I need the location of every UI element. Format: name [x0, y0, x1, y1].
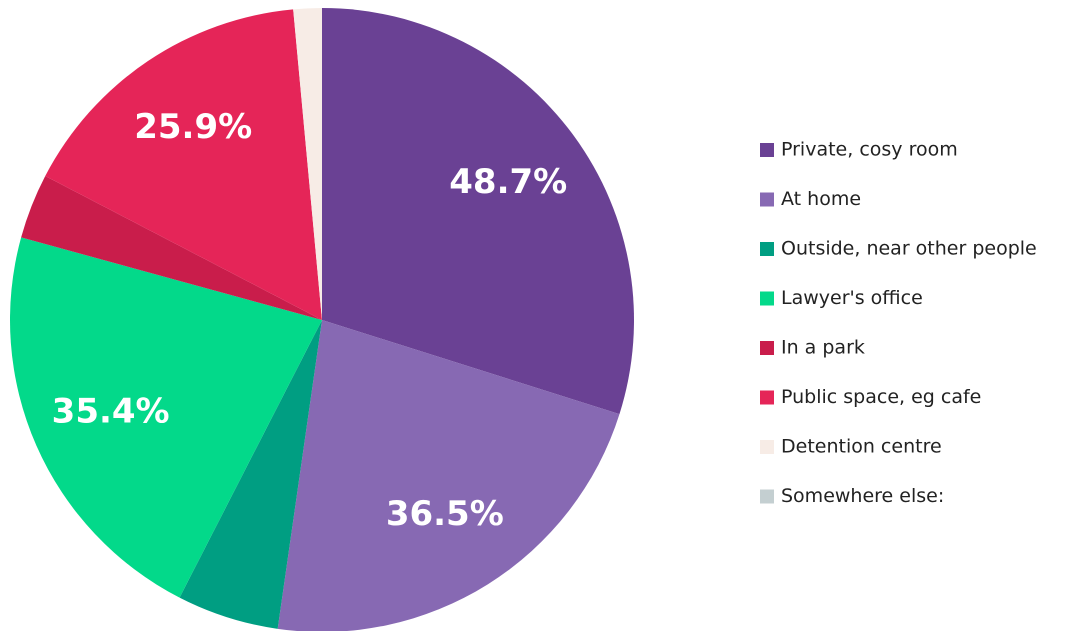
pie-slice — [179, 320, 322, 629]
pie-slice — [293, 8, 322, 320]
legend-label: Somewhere else: — [781, 485, 944, 507]
value-label: 35.4% — [52, 391, 170, 431]
legend-swatch — [760, 489, 774, 504]
pie-slice — [9, 237, 322, 598]
value-label: 36.5% — [386, 494, 504, 534]
pie-slice — [322, 8, 635, 415]
value-label: 48.7% — [449, 162, 567, 202]
legend-swatch — [760, 242, 774, 256]
legend-label: Outside, near other people — [781, 238, 1037, 260]
legend-label: Private, cosy room — [781, 139, 958, 161]
pie-slice — [21, 175, 322, 320]
legend-swatch — [760, 341, 774, 355]
legend-label: At home — [781, 188, 861, 210]
legend-swatch — [760, 390, 774, 405]
legend-swatch — [760, 143, 774, 157]
legend-label: Public space, eg cafe — [781, 386, 981, 408]
legend-swatch — [760, 440, 774, 454]
legend-swatch — [760, 291, 774, 306]
legend-swatch — [760, 192, 774, 207]
pie-slice — [45, 9, 323, 321]
legend-label: Lawyer's office — [781, 287, 923, 309]
legend-label: Detention centre — [781, 436, 942, 458]
pie-slice — [277, 320, 620, 631]
value-label: 25.9% — [134, 107, 252, 147]
legend-label: In a park — [781, 337, 865, 359]
